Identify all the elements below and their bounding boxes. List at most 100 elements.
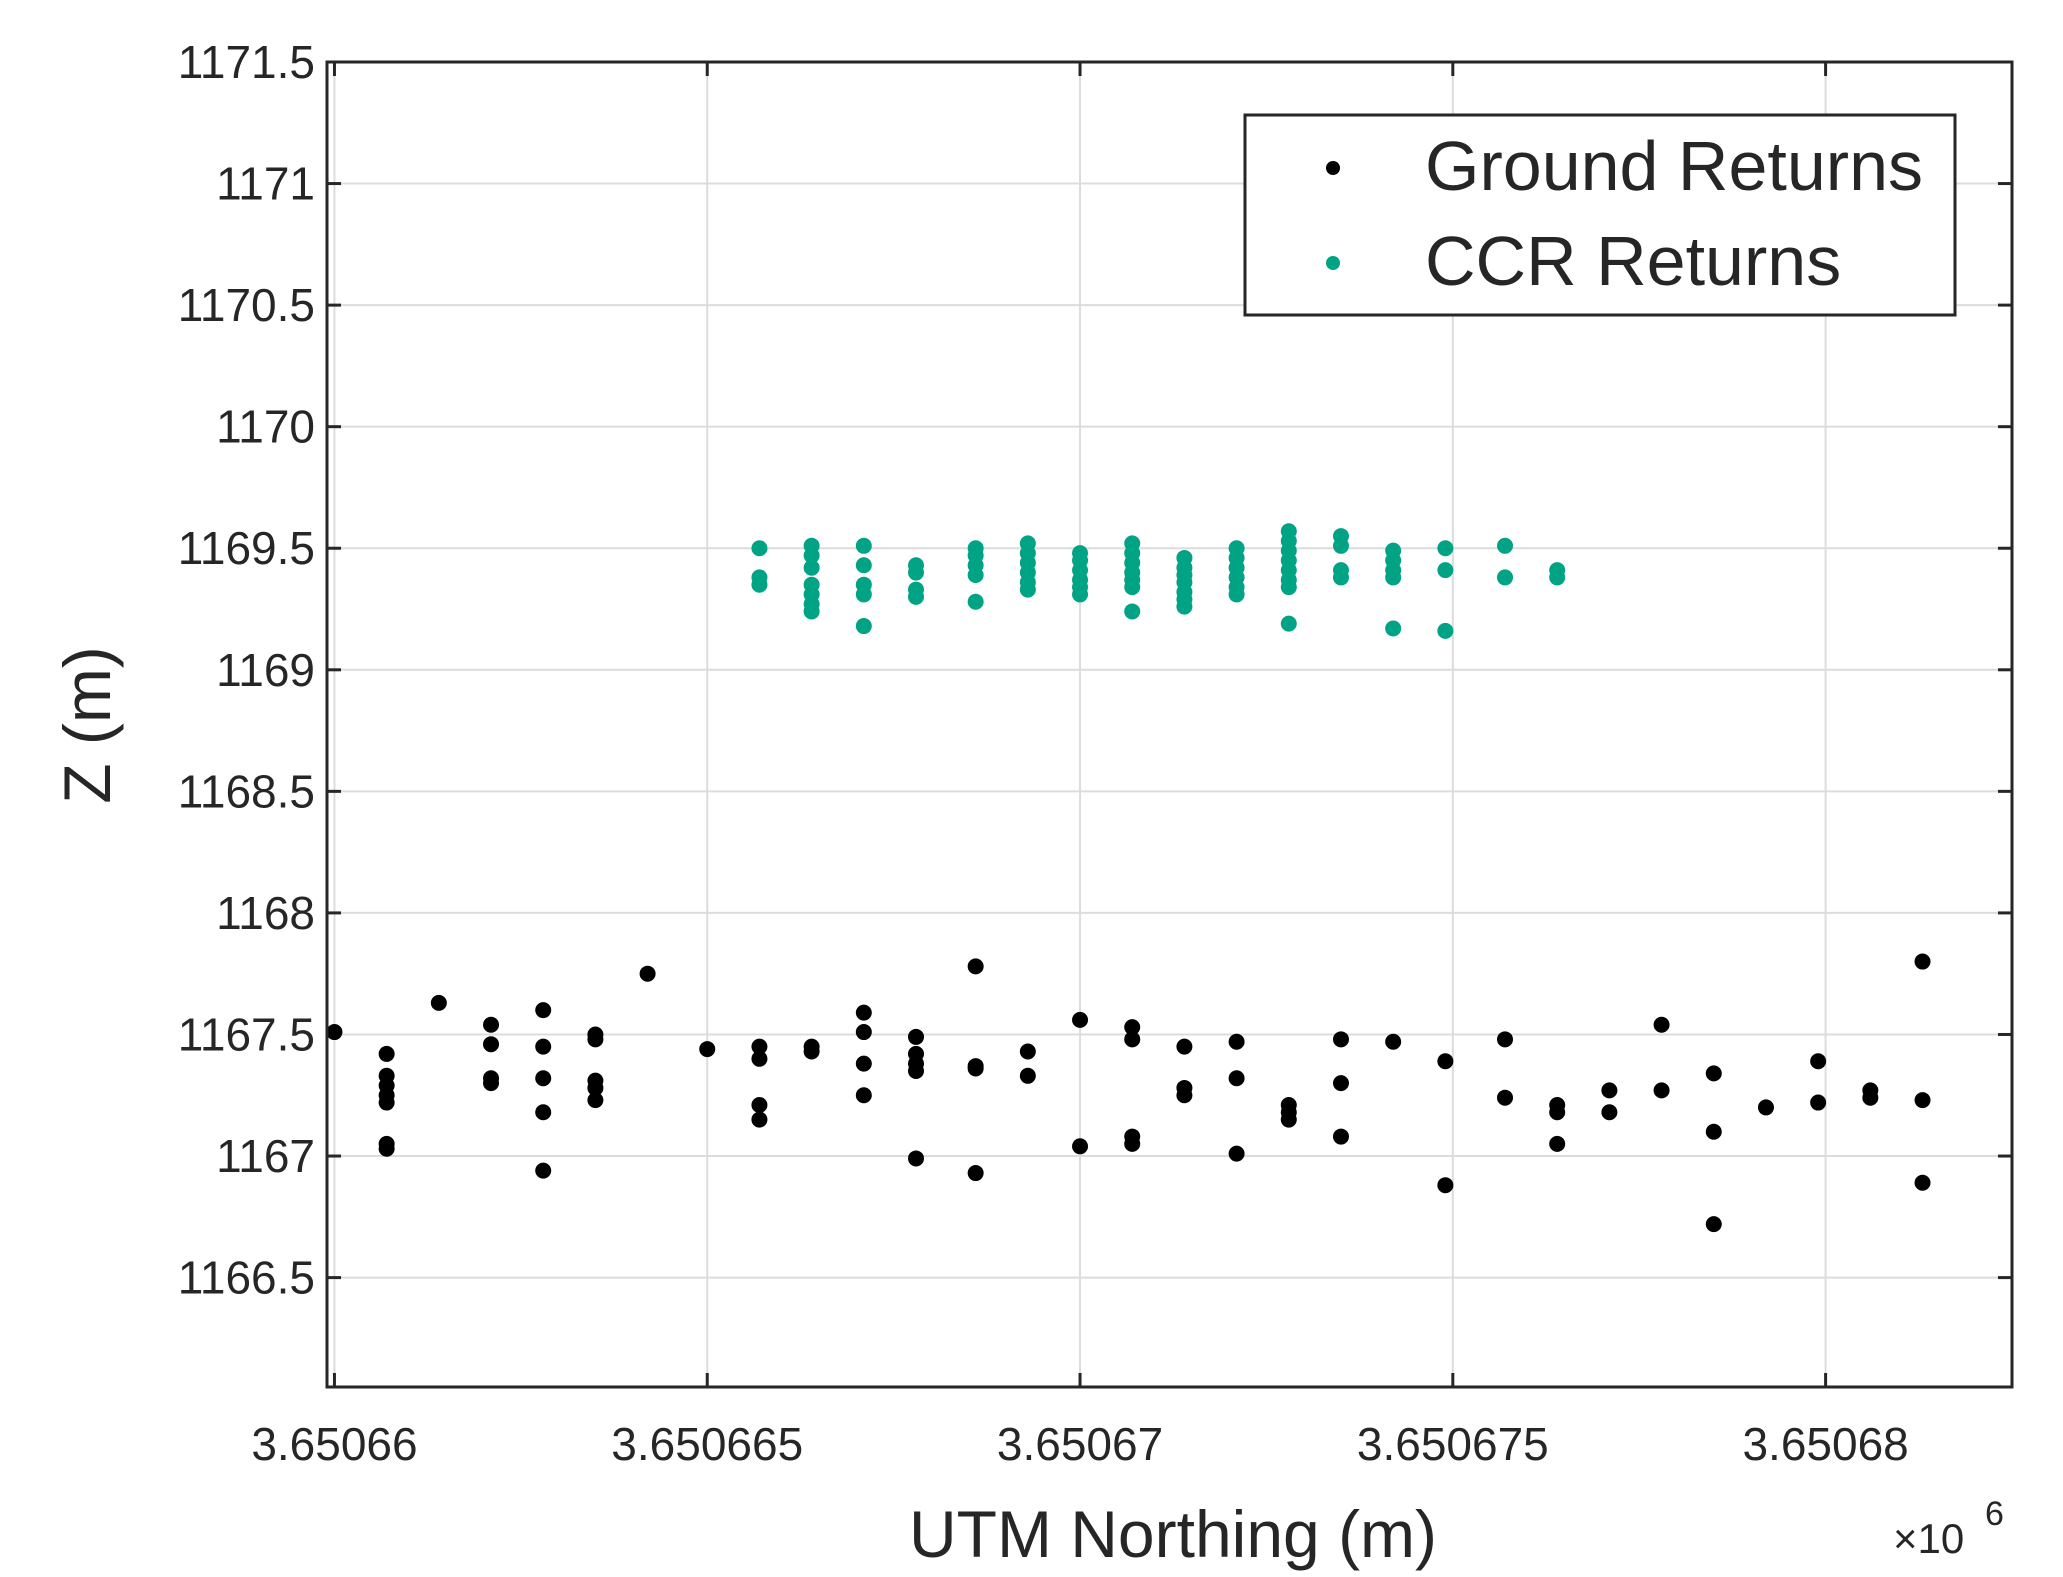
legend-marker-ground-returns [1326,161,1340,175]
ground-return-point [967,1165,984,1182]
ccr-return-point [967,566,984,583]
ground-return-point [1549,1104,1566,1121]
axis-ticks: 3.65066 3.650665 3.65067 3.650675 3.65068 116… [178,36,2012,1470]
ground-return-point [1072,1138,1089,1155]
ground-return-point [483,1075,500,1092]
legend-label-ground-returns: Ground Returns [1425,127,1923,205]
ground-return-point [1019,1067,1036,1084]
ccr-return-point [1437,562,1454,579]
ground-return-point [855,1087,872,1104]
ground-return-point [326,1024,343,1041]
y-tick-label: 1170 [216,401,315,453]
ground-return-point [1705,1216,1722,1233]
y-tick-label: 1168 [216,887,315,939]
ccr-return-point [1280,615,1297,632]
legend-marker-ccr-returns [1326,256,1340,270]
grid-lines [327,61,2012,1387]
ground-return-point [1124,1019,1141,1036]
ccr-return-point [1385,569,1402,586]
ground-return-point [751,1050,768,1067]
ground-return-point [1228,1033,1245,1050]
ground-return-point [483,1016,500,1033]
ccr-return-point [751,576,768,593]
y-tick-label: 1167 [216,1130,315,1182]
x-tick-label: 3.65067 [997,1418,1163,1470]
ground-return-point [1914,1092,1931,1109]
y-tick-label: 1171.5 [178,36,315,88]
y-tick-label: 1170.5 [178,279,315,331]
ground-return-point [967,958,984,975]
ccr-return-point [1332,537,1349,554]
ccr-return-point [803,559,820,576]
ground-return-point [535,1002,552,1019]
ground-return-point [1437,1053,1454,1070]
ground-return-point [1862,1089,1879,1106]
ccr-return-point [1497,569,1514,586]
ground-return-point [908,1062,925,1079]
x-exponent-label: ×10 6 [1893,1495,2004,1562]
ccr-return-point [803,603,820,620]
ground-return-point [855,1024,872,1041]
y-axis-label: Z (m) [50,646,124,804]
ground-return-point [1228,1145,1245,1162]
y-tick-label: 1169 [216,644,315,696]
legend-label-ccr-returns: CCR Returns [1425,222,1841,300]
ground-return-point [587,1092,604,1109]
ground-return-point [1228,1070,1245,1087]
ground-return-point [1601,1104,1618,1121]
ground-return-point [1757,1099,1774,1116]
ccr-return-point [1497,537,1514,554]
ground-return-point [639,965,656,982]
ccr-return-point [1332,569,1349,586]
ccr-return-point [1124,603,1141,620]
ccr-return-point [967,593,984,610]
ccr-return-point [1124,579,1141,596]
ground-return-point [1601,1082,1618,1099]
x-tick-label: 3.650675 [1357,1418,1549,1470]
ground-return-point [751,1038,768,1055]
ground-return-point [1497,1089,1514,1106]
ground-return-point [1810,1053,1827,1070]
ground-return-point [430,994,447,1011]
ccr-return-point [803,547,820,564]
ground-return-point [1019,1043,1036,1060]
ground-return-point [967,1060,984,1077]
ground-return-point [1332,1031,1349,1048]
x-axis-label: UTM Northing (m) [909,1497,1437,1571]
ccr-return-point [908,564,925,581]
ground-return-point [908,1150,925,1167]
ground-return-point [1332,1075,1349,1092]
y-tick-label: 1167.5 [178,1008,315,1060]
ground-return-point [1549,1135,1566,1152]
ground-return-point [535,1162,552,1179]
ground-return-point [1914,953,1931,970]
ground-return-point [1385,1033,1402,1050]
ground-return-point [1124,1135,1141,1152]
ground-return-point [535,1038,552,1055]
ground-return-point [751,1111,768,1128]
ground-return-point [1124,1031,1141,1048]
y-tick-label: 1168.5 [178,765,315,817]
ground-return-point [1497,1031,1514,1048]
ground-return-point [803,1043,820,1060]
legend-box [1243,113,1957,317]
ground-return-point [1072,1011,1089,1028]
ccr-return-point [1072,586,1089,603]
ground-return-point [1176,1087,1193,1104]
ground-return-point [378,1140,395,1157]
y-tick-label: 1166.5 [178,1252,315,1304]
ground-return-point [535,1104,552,1121]
ccr-return-point [855,586,872,603]
ccr-return-point [855,618,872,635]
ccr-return-point [1385,620,1402,637]
plot-area-frame [325,60,2014,1389]
ground-return-point [1653,1082,1670,1099]
ground-return-point [699,1041,716,1058]
x-tick-label: 3.65066 [251,1418,417,1470]
legend: Ground Returns CCR Returns [1243,113,1957,317]
ground-return-point [1437,1177,1454,1194]
ccr-return-point [855,557,872,574]
ground-return-point [587,1079,604,1096]
ground-return-point [855,1055,872,1072]
